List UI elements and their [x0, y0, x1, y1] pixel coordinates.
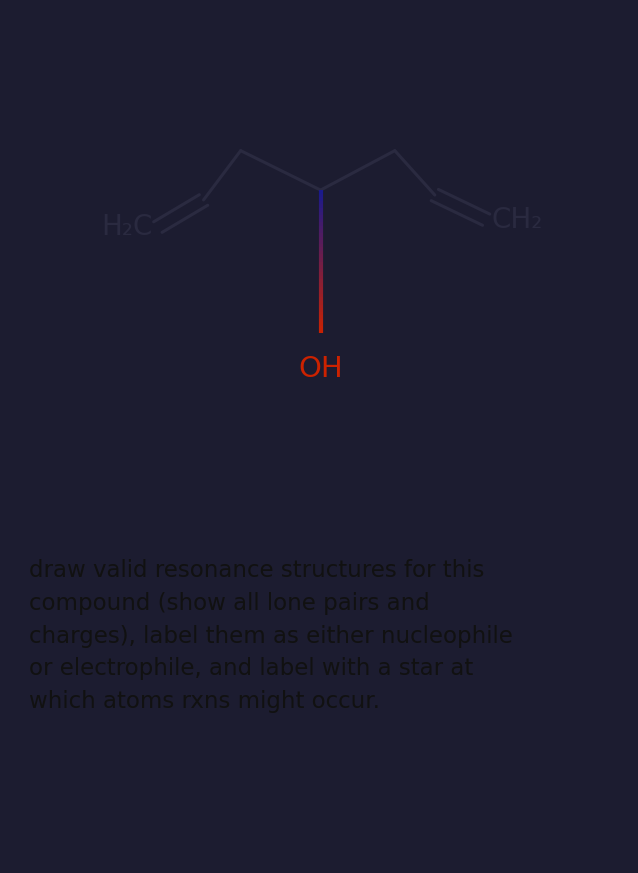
Text: CH₂: CH₂ — [492, 206, 544, 234]
Text: OH: OH — [298, 355, 343, 383]
Text: H₂C: H₂C — [101, 213, 152, 241]
Text: draw valid resonance structures for this
compound (show all lone pairs and
charg: draw valid resonance structures for this… — [29, 559, 512, 713]
